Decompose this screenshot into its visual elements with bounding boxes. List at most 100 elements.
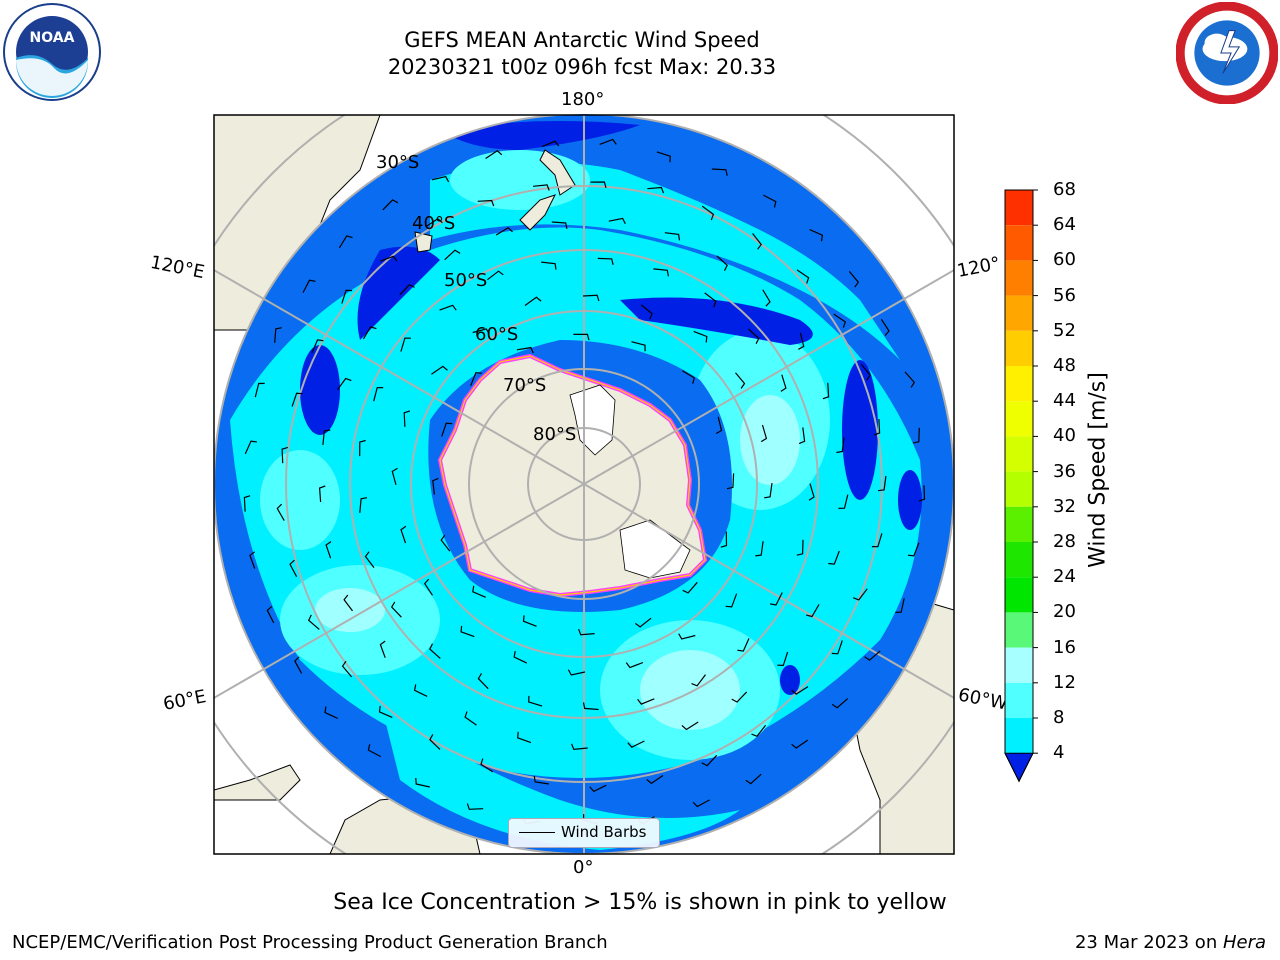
colorbar-cell bbox=[1005, 260, 1033, 296]
wind-barb bbox=[541, 261, 557, 270]
graticule bbox=[214, 115, 954, 854]
meridian-label-180: 180° bbox=[561, 89, 605, 110]
colorbar-tick-label: 64 bbox=[1053, 214, 1076, 236]
colorbar-cell bbox=[1005, 542, 1033, 578]
wind-barb bbox=[391, 467, 398, 486]
wind-barb bbox=[477, 199, 495, 207]
new-zealand-landmass bbox=[519, 149, 576, 231]
wind-barb bbox=[472, 328, 490, 335]
wind-barb bbox=[432, 477, 439, 495]
colorbar-cell bbox=[1005, 401, 1033, 437]
wind-barb bbox=[244, 440, 257, 455]
wind-barb bbox=[307, 614, 320, 630]
lat-label-50s: 50°S bbox=[444, 270, 488, 291]
lat-label-80s: 80°S bbox=[533, 424, 577, 445]
wind-barb bbox=[737, 638, 750, 652]
wind-barb bbox=[760, 424, 768, 443]
wind-barb bbox=[716, 255, 728, 271]
wind-barb bbox=[399, 283, 415, 296]
wind-barb bbox=[281, 446, 288, 464]
wind-barb bbox=[755, 541, 764, 557]
meridian-label-0: 0° bbox=[573, 857, 594, 878]
wind-barb bbox=[769, 592, 783, 606]
colorbar-tick-label: 68 bbox=[1053, 179, 1076, 200]
wind-barb bbox=[796, 269, 810, 284]
wind-barb bbox=[751, 724, 767, 738]
wind-barb bbox=[517, 731, 532, 744]
wind-barb bbox=[634, 617, 652, 628]
wind-barb bbox=[495, 226, 513, 236]
wind-barb bbox=[871, 533, 883, 548]
wind-barb bbox=[836, 437, 845, 454]
wind-barb bbox=[440, 534, 451, 552]
wind-barb bbox=[528, 695, 543, 707]
wind-barb bbox=[441, 422, 453, 437]
colorbar-cell bbox=[1005, 577, 1033, 613]
legend-label: Wind Barbs bbox=[561, 823, 647, 841]
wind-barb bbox=[322, 429, 331, 446]
colorbar-under-arrow bbox=[1004, 752, 1034, 783]
wind-barb bbox=[573, 333, 590, 341]
wind-barbs-legend: Wind Barbs bbox=[508, 818, 660, 848]
wind-barb bbox=[524, 296, 542, 306]
wind-barb bbox=[415, 777, 430, 788]
wind-barb bbox=[444, 249, 461, 261]
wind-barb bbox=[608, 217, 626, 224]
wind-barb bbox=[431, 365, 448, 375]
wind-barb bbox=[780, 374, 787, 392]
wind-barb bbox=[764, 483, 773, 499]
colorbar-label: Wind Speed [m/s] bbox=[1085, 372, 1111, 568]
colorbar-tick-label: 4 bbox=[1053, 742, 1065, 764]
wind-barb bbox=[726, 473, 735, 490]
wind-barb bbox=[791, 686, 809, 695]
colorbar-tick-label: 20 bbox=[1053, 601, 1076, 623]
wind-barb bbox=[627, 740, 645, 748]
wind-barb bbox=[809, 229, 824, 242]
wind-barb bbox=[864, 650, 881, 661]
ross-ice-shelf bbox=[569, 384, 616, 456]
ronne-ice-shelf bbox=[619, 519, 691, 579]
wind-barb bbox=[485, 150, 503, 160]
wind-barb bbox=[382, 199, 399, 211]
footer-date-text: 23 Mar 2023 on bbox=[1074, 932, 1223, 953]
wind-barb bbox=[808, 483, 815, 501]
colorbar-tick-label: 28 bbox=[1053, 531, 1076, 552]
wind-barb bbox=[276, 503, 285, 521]
wind-barb bbox=[831, 698, 849, 709]
colorbar-tick-label: 8 bbox=[1053, 707, 1065, 728]
wind-barb bbox=[583, 294, 600, 302]
wind-barb bbox=[590, 181, 607, 188]
colorbar-cell bbox=[1005, 330, 1033, 366]
wind-barb bbox=[682, 581, 698, 594]
wind-barb bbox=[701, 754, 718, 767]
wind-barb bbox=[379, 640, 386, 658]
colorbar-cell bbox=[1005, 471, 1033, 507]
colorbar-frame bbox=[1004, 189, 1034, 783]
colorbar-tick-label: 52 bbox=[1053, 319, 1076, 341]
wind-barb bbox=[403, 410, 411, 427]
wind-barb bbox=[798, 332, 805, 350]
wind-barb bbox=[378, 705, 393, 718]
colorbar-tick-label: 44 bbox=[1053, 390, 1076, 412]
wind-barb bbox=[341, 289, 353, 304]
wind-barb bbox=[711, 168, 728, 176]
wind-barb bbox=[822, 382, 830, 400]
wind-barb bbox=[731, 691, 748, 703]
wind-barb bbox=[341, 660, 353, 678]
colorbar-cell bbox=[1005, 436, 1033, 472]
wind-barb bbox=[701, 205, 715, 221]
wind-speed-colorbar bbox=[1004, 189, 1038, 783]
wind-barb bbox=[747, 328, 760, 344]
wind-barb bbox=[400, 525, 407, 544]
wind-barb bbox=[656, 151, 671, 163]
wind-barb bbox=[681, 370, 695, 384]
wind-barb bbox=[599, 138, 617, 145]
wind-barb bbox=[336, 377, 352, 391]
madagascar-landmass bbox=[214, 764, 301, 801]
wind-barb bbox=[582, 702, 599, 711]
colorbar-tick-label: 12 bbox=[1053, 671, 1076, 693]
colorbar-tick-label: 32 bbox=[1053, 495, 1076, 517]
footer-organization: NCEP/EMC/Verification Post Processing Pr… bbox=[12, 932, 608, 953]
colorbar-tick-label: 48 bbox=[1053, 355, 1076, 376]
